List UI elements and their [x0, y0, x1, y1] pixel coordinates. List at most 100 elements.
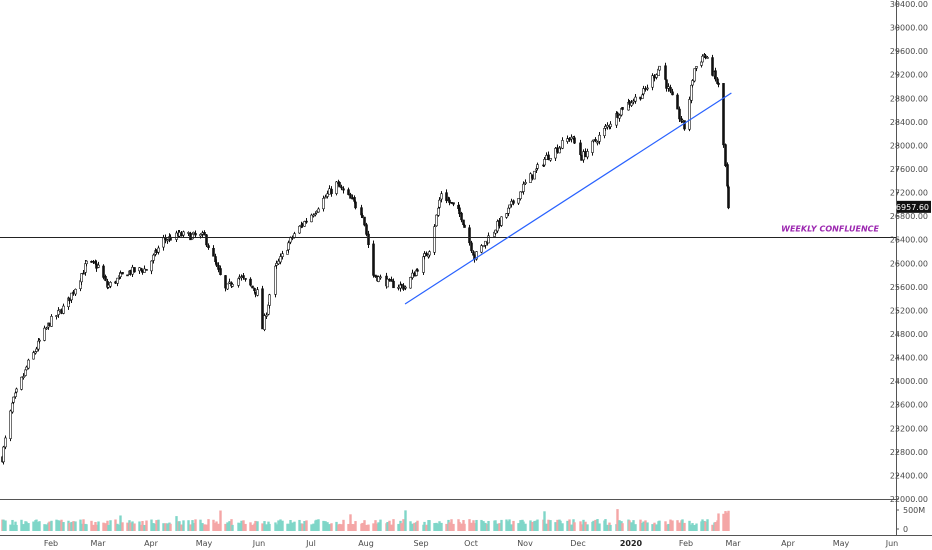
candle [90, 260, 93, 263]
candle [433, 224, 436, 255]
candle [215, 259, 218, 267]
candle [693, 68, 696, 83]
volume-bar [706, 519, 709, 531]
candle [22, 373, 25, 380]
volume-bar [463, 523, 466, 531]
candle [141, 269, 144, 275]
candle [256, 286, 259, 297]
candle-body [621, 107, 624, 110]
candle-body [727, 186, 730, 209]
candle [445, 189, 448, 204]
candle-body [240, 276, 243, 278]
candle-body [244, 278, 247, 280]
volume-bar [606, 524, 609, 531]
candle [237, 278, 240, 288]
candle-body [335, 181, 338, 194]
candle [390, 276, 393, 282]
volume-bar [242, 520, 245, 531]
volume-bar [363, 520, 366, 531]
volume-bar [667, 523, 670, 531]
time-label: May [196, 539, 213, 548]
candle-body [129, 270, 132, 275]
volume-bar [338, 523, 341, 531]
candle [157, 245, 160, 255]
candle-body [92, 260, 95, 263]
candle-body [317, 208, 320, 213]
candle-body [287, 242, 290, 251]
volume-bar [543, 511, 546, 531]
time-axis[interactable]: Feb Mar Apr May Jun Jul Aug Sep Oct Nov Dec 2020 Feb… [44, 539, 898, 548]
volume-bar [440, 522, 443, 531]
candle-body [192, 231, 195, 235]
candle-body [104, 276, 107, 281]
volume-bar [189, 524, 192, 531]
price-tick-label: 30000.00 [890, 24, 928, 33]
candle [416, 268, 419, 272]
candle [573, 135, 576, 144]
candle [194, 230, 197, 238]
candle [214, 253, 217, 265]
candle [340, 184, 343, 191]
candle [695, 65, 698, 72]
volume-bar [4, 520, 7, 531]
candle [268, 293, 271, 309]
ascending-trendline[interactable] [404, 92, 732, 305]
candle-body [102, 265, 105, 278]
candle-body [182, 231, 185, 236]
candle-body [322, 198, 325, 210]
price-tick-label: 29600.00 [890, 47, 928, 56]
candle [651, 73, 654, 91]
candle-body [519, 191, 522, 200]
volume-bar [632, 520, 635, 531]
chart-area[interactable]: WEEKLY CONFLUENCE [0, 53, 896, 465]
candle-body [409, 277, 412, 289]
volume-bar [505, 519, 508, 531]
volume-bar [263, 521, 266, 531]
volume-bar [508, 519, 511, 531]
volume-bar [279, 519, 282, 531]
volume-bar [143, 524, 146, 531]
volume-bar [335, 521, 338, 531]
candle-body [164, 237, 167, 241]
candle-body [231, 284, 234, 287]
volume-bar [249, 522, 252, 531]
volume-bar [20, 519, 23, 531]
volume-bar [22, 524, 25, 531]
volume-axis: 500M 0 [896, 506, 925, 534]
volume-bar [265, 524, 268, 531]
price-axis[interactable]: 30400.00 30000.00 29600.00 29200.00 28800.00… [0, 0, 932, 536]
candle-body [342, 188, 345, 191]
candle-body [189, 232, 192, 241]
volume-bar [580, 524, 583, 531]
candle [463, 223, 466, 228]
candle-body [219, 268, 222, 275]
volume-bar [219, 510, 222, 531]
candle-body [109, 282, 112, 287]
candle-body [340, 186, 343, 189]
volume-bar [711, 524, 714, 531]
candle-body [463, 224, 466, 228]
volume-bar [704, 521, 707, 531]
candle [591, 140, 594, 156]
candle-body [224, 275, 227, 289]
volume-bar [570, 524, 573, 531]
candle-body [126, 274, 129, 277]
volume-bar [512, 520, 515, 531]
candle [70, 292, 73, 303]
candle [82, 270, 85, 275]
candle-body [347, 189, 350, 195]
candle [621, 107, 624, 111]
candle-body [428, 251, 431, 256]
time-label: Sep [413, 539, 428, 548]
candle-body [651, 75, 654, 88]
time-label: Jun [885, 539, 899, 548]
volume-bar [152, 523, 155, 531]
candle-body [349, 194, 352, 199]
volume-bar [609, 524, 612, 531]
candle [549, 158, 552, 162]
annotation-label[interactable]: WEEKLY CONFLUENCE [781, 225, 879, 234]
candle-body [178, 232, 181, 237]
candle [226, 283, 229, 290]
volume-bar [536, 519, 539, 531]
